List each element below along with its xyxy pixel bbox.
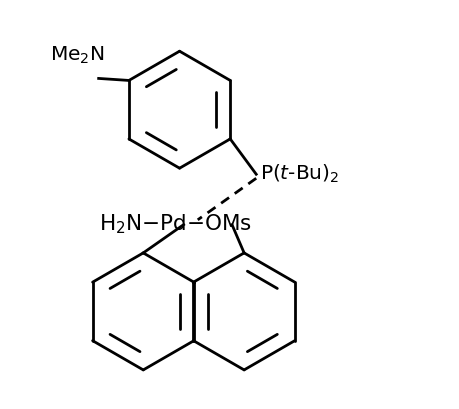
Text: Me$_2$N: Me$_2$N (50, 45, 105, 66)
Text: P($\it{t}$-Bu)$_2$: P($\it{t}$-Bu)$_2$ (260, 163, 339, 185)
Text: H$_2$N$-$Pd$-$OMs: H$_2$N$-$Pd$-$OMs (99, 213, 251, 236)
